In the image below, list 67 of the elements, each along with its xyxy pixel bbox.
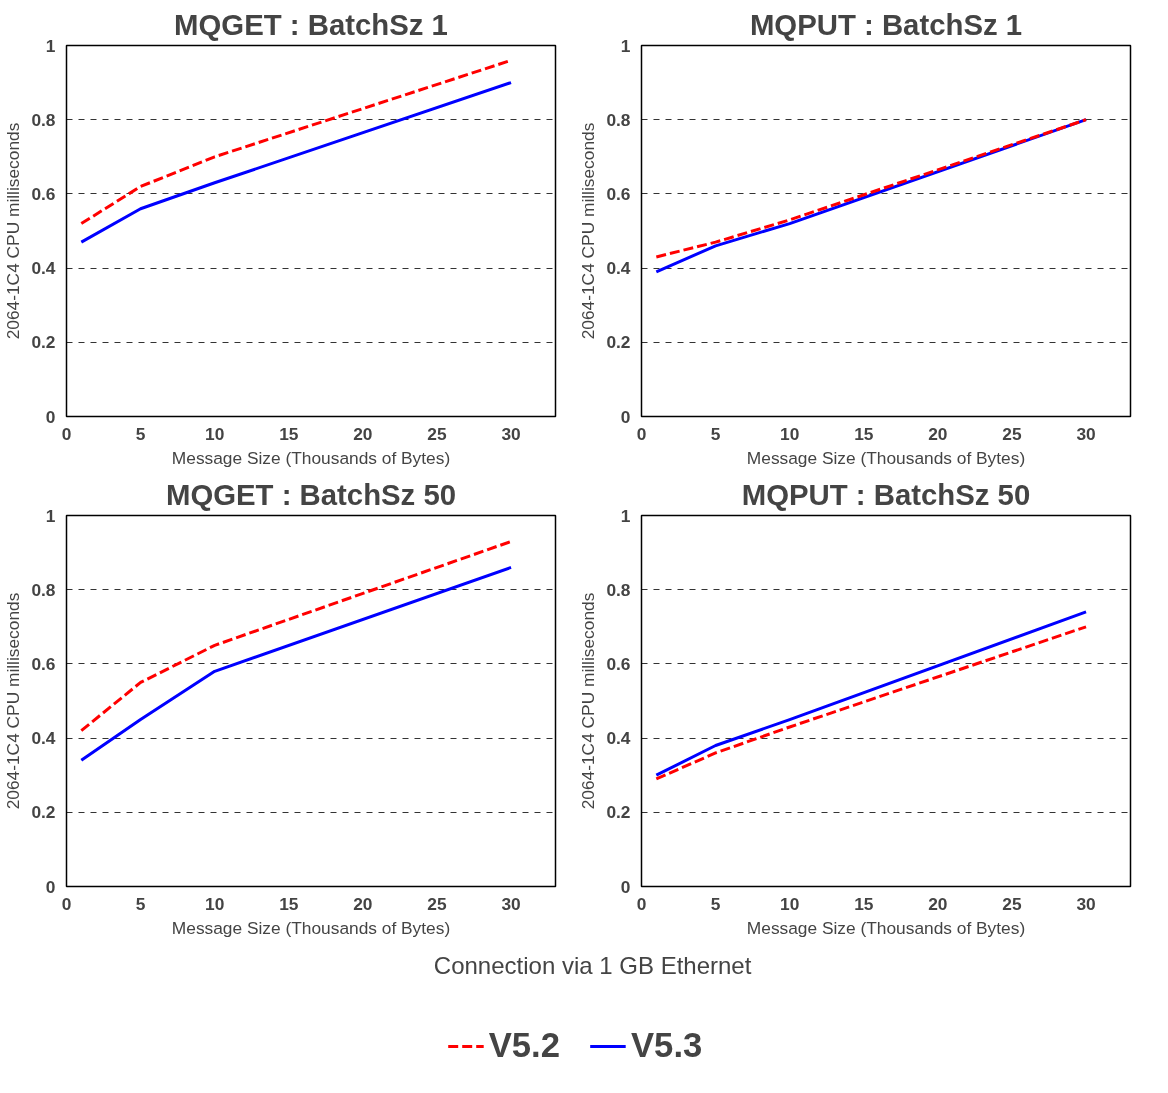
x-tick-label: 10 (205, 423, 225, 444)
y-tick-label: 0.4 (606, 728, 631, 749)
chart-title: MQPUT : BatchSz 50 (741, 477, 1031, 511)
y-tick-label: 0 (620, 876, 631, 897)
x-tick-label: 25 (1002, 893, 1022, 914)
x-tick-label: 30 (1076, 893, 1096, 914)
y-axis-title: 2064-1C4 CPU milliseconds (3, 592, 24, 810)
x-tick-label: 5 (135, 423, 146, 444)
x-tick-label: 0 (61, 893, 72, 914)
x-axis-title: Message Size (Thousands of Bytes) (171, 917, 451, 938)
y-tick-label: 0.2 (31, 802, 56, 823)
y-tick-label: 0.2 (31, 332, 56, 353)
x-tick-label: 10 (205, 893, 225, 914)
x-tick-label: 20 (353, 893, 373, 914)
chart-title: MQGET : BatchSz 50 (165, 477, 457, 511)
x-tick-label: 0 (61, 423, 72, 444)
x-tick-label: 25 (1002, 423, 1022, 444)
y-tick-label: 0.4 (31, 728, 56, 749)
y-tick-label: 0 (45, 876, 56, 897)
y-tick-label: 0.4 (31, 258, 56, 279)
x-tick-label: 15 (279, 893, 299, 914)
text: Connection via 1 GB Ethernet (433, 951, 752, 979)
x-tick-label: 20 (928, 423, 948, 444)
x-tick-label: 20 (353, 423, 373, 444)
x-tick-label: 0 (636, 893, 647, 914)
legend-label: V5.3 (631, 1026, 703, 1065)
y-axis-title: 2064-1C4 CPU milliseconds (3, 122, 24, 340)
y-tick-label: 1 (45, 35, 56, 56)
chart-title: MQPUT : BatchSz 1 (749, 7, 1023, 41)
x-tick-label: 5 (710, 893, 721, 914)
y-tick-label: 0 (620, 406, 631, 427)
x-tick-label: 10 (780, 423, 800, 444)
x-tick-label: 30 (1076, 423, 1096, 444)
y-tick-label: 0 (45, 406, 56, 427)
y-tick-label: 1 (45, 505, 56, 526)
y-tick-label: 0.8 (606, 579, 631, 600)
y-tick-label: 1 (620, 505, 631, 526)
x-tick-label: 20 (928, 893, 948, 914)
y-tick-label: 0.8 (31, 109, 56, 130)
y-axis-title: 2064-1C4 CPU milliseconds (578, 122, 599, 340)
legend-label: V5.2 (488, 1026, 560, 1065)
y-tick-label: 0.8 (606, 109, 631, 130)
x-axis-title: Message Size (Thousands of Bytes) (746, 917, 1026, 938)
y-tick-label: 0.4 (606, 258, 631, 279)
x-tick-label: 25 (427, 893, 447, 914)
y-tick-label: 0.6 (606, 183, 631, 204)
x-tick-label: 30 (501, 893, 521, 914)
y-tick-label: 1 (620, 35, 631, 56)
chart-title: MQGET : BatchSz 1 (174, 7, 448, 41)
x-tick-label: 5 (710, 423, 721, 444)
x-tick-label: 10 (780, 893, 800, 914)
x-tick-label: 30 (501, 423, 521, 444)
x-tick-label: 15 (854, 893, 874, 914)
x-tick-label: 15 (854, 423, 874, 444)
x-axis-title: Message Size (Thousands of Bytes) (746, 447, 1026, 468)
y-tick-label: 0.6 (31, 183, 56, 204)
y-tick-label: 0.6 (606, 653, 631, 674)
x-axis-title: Message Size (Thousands of Bytes) (171, 447, 451, 468)
y-tick-label: 0.2 (606, 802, 631, 823)
y-tick-label: 0.8 (31, 579, 56, 600)
y-axis-title: 2064-1C4 CPU milliseconds (578, 592, 599, 810)
y-tick-label: 0.2 (606, 332, 631, 353)
x-tick-label: 15 (279, 423, 299, 444)
x-tick-label: 25 (427, 423, 447, 444)
x-tick-label: 0 (636, 423, 647, 444)
y-tick-label: 0.6 (31, 653, 56, 674)
x-tick-label: 5 (135, 893, 146, 914)
